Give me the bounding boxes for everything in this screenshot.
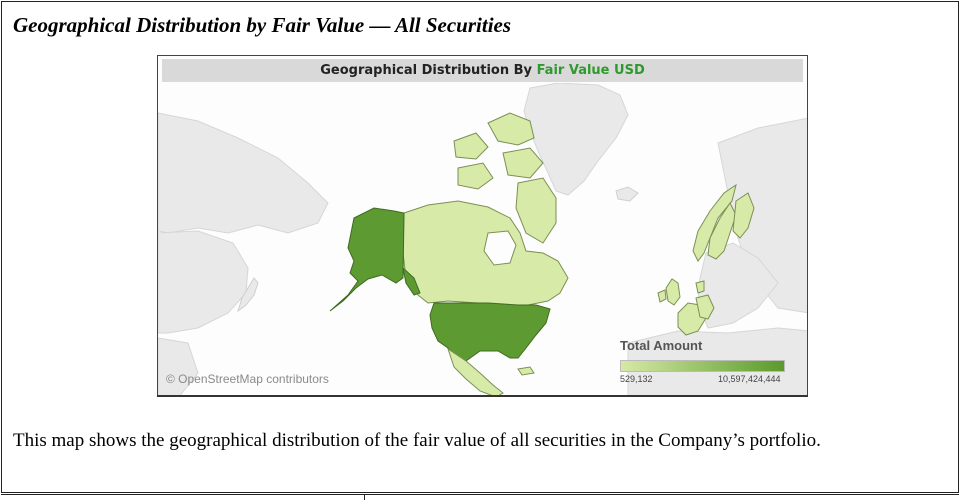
map-title-measure: Fair Value USD [536,63,645,78]
region-denmark[interactable] [695,280,705,294]
region-united-states[interactable] [429,302,551,362]
section-heading: Geographical Distribution by Fair Value … [13,13,512,37]
region-japan[interactable] [237,277,259,313]
document-frame [1,1,959,493]
map-canvas[interactable] [158,83,808,397]
region-ireland[interactable] [657,289,667,303]
region-caribbean[interactable] [517,366,535,376]
table-cell-divider [364,494,365,500]
map-caption: This map shows the geographical distribu… [13,430,821,451]
legend-min-label: 529,132 [620,374,653,384]
region-alaska[interactable] [329,207,405,312]
region-norway[interactable] [692,183,737,262]
region-iceland[interactable] [615,186,639,202]
map-attribution[interactable]: © OpenStreetMap contributors [166,372,329,386]
region-canada-arctic-4[interactable] [457,162,494,190]
region-southeast-asia[interactable] [158,337,199,397]
figure-underline [157,395,808,397]
region-uk[interactable] [665,278,681,306]
legend-max-label: 10,597,424,444 [718,374,781,384]
region-canada-arctic-1[interactable] [487,112,535,146]
region-asia-east[interactable] [158,230,249,334]
map-title: Geographical Distribution By Fair Value … [162,59,803,82]
region-finland[interactable] [732,192,755,239]
map-legend: Total Amount 529,132 10,597,424,444 [620,338,800,388]
map-title-prefix: Geographical Distribution By [320,63,537,78]
region-canada-arctic-2[interactable] [453,132,489,160]
map-figure[interactable]: Geographical Distribution By Fair Value … [157,55,808,397]
water-hudson-bay [483,230,517,266]
region-alaska-panhandle[interactable] [402,266,421,296]
legend-title: Total Amount [620,338,703,353]
legend-color-scale [620,360,785,372]
table-row-divider [1,494,959,495]
region-sweden[interactable] [707,202,737,260]
region-germany[interactable] [695,294,715,320]
region-canada-arctic-3[interactable] [502,147,544,179]
region-canada-baffin[interactable] [515,177,557,244]
